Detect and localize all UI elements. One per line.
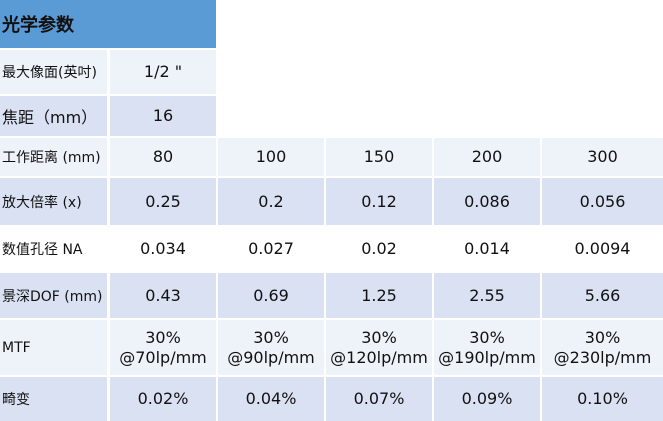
mtf-percent: 30% (584, 327, 621, 347)
table-cell: 100 (218, 138, 324, 176)
table-cell: 0.027 (218, 227, 324, 271)
table-cell: 0.12 (326, 178, 432, 225)
table-cell: 30% @120lp/mm (326, 320, 432, 375)
mtf-percent: 30% (145, 327, 181, 347)
table-cell: 0.07% (326, 377, 432, 421)
table-cell: 0.10% (542, 377, 663, 421)
mtf-frequency: @190lp/mm (438, 347, 536, 367)
mtf-frequency: @70lp/mm (119, 347, 207, 367)
table-cell: 0.69 (218, 273, 324, 318)
mtf-frequency: @90lp/mm (227, 347, 315, 367)
table-cell: 1/2 " (110, 50, 216, 94)
row-label: MTF (0, 320, 107, 375)
row-label: 最大像面(英吋) (0, 50, 107, 94)
row-label: 畸变 (0, 377, 107, 421)
mtf-frequency: @230lp/mm (553, 347, 652, 367)
table-cell: 0.056 (542, 178, 663, 225)
table-cell: 30% @90lp/mm (218, 320, 324, 375)
row-label: 工作距离 (mm) (0, 138, 107, 176)
table-cell: 30% @190lp/mm (434, 320, 540, 375)
table-cell: 0.2 (218, 178, 324, 225)
table-cell: 1.25 (326, 273, 432, 318)
table-cell: 0.02 (326, 227, 432, 271)
row-label: 数值孔径 NA (0, 227, 107, 271)
table-cell: 0.086 (434, 178, 540, 225)
mtf-percent: 30% (469, 327, 505, 347)
row-label: 放大倍率 (x) (0, 178, 107, 225)
table-cell: 0.09% (434, 377, 540, 421)
table-cell: 5.66 (542, 273, 663, 318)
table-title: 光学参数 (0, 0, 216, 48)
table-cell: 30% @230lp/mm (542, 320, 663, 375)
row-label: 景深DOF (mm) (0, 273, 107, 318)
table-cell: 300 (542, 138, 663, 176)
row-label: 焦距（mm） (0, 96, 107, 136)
mtf-percent: 30% (253, 327, 289, 347)
table-cell: 200 (434, 138, 540, 176)
table-cell: 0.02% (110, 377, 216, 421)
table-cell: 2.55 (434, 273, 540, 318)
table-cell: 80 (110, 138, 216, 176)
table-cell: 0.014 (434, 227, 540, 271)
table-cell: 0.0094 (542, 227, 663, 271)
table-cell: 0.04% (218, 377, 324, 421)
table-cell: 0.034 (110, 227, 216, 271)
table-cell: 16 (110, 96, 216, 136)
mtf-percent: 30% (361, 327, 397, 347)
table-cell: 30% @70lp/mm (110, 320, 216, 375)
table-cell: 0.25 (110, 178, 216, 225)
mtf-frequency: @120lp/mm (330, 347, 428, 367)
table-cell: 0.43 (110, 273, 216, 318)
table-cell: 150 (326, 138, 432, 176)
